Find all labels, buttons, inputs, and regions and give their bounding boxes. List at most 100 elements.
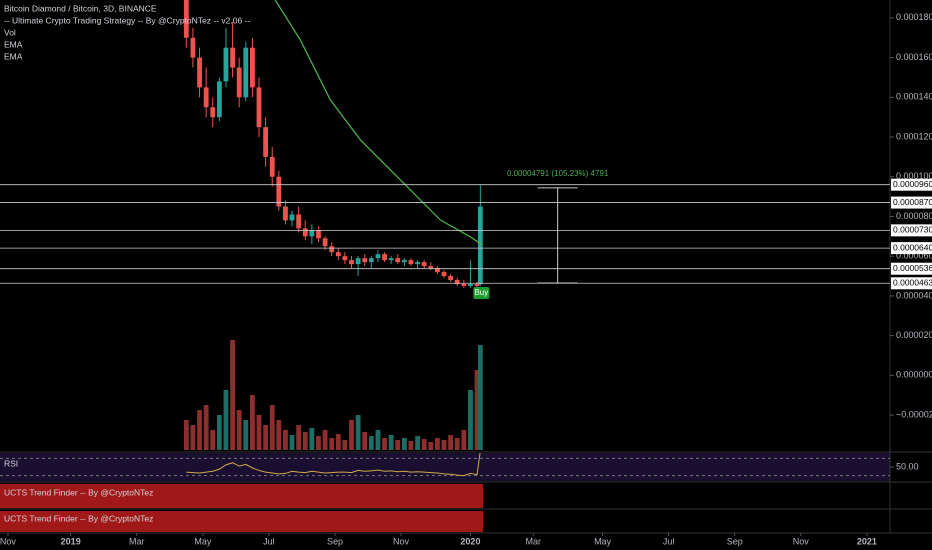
level-label-box (891, 178, 932, 191)
volume-bar (408, 441, 414, 450)
x-tick-label: May (594, 536, 612, 546)
panel-label: UCTS Trend Finder -- By @CryptoNTez (4, 487, 153, 497)
x-tick-label: Jul (663, 536, 675, 546)
candle-body (382, 254, 387, 261)
candle-body (276, 176, 282, 207)
volume-bar (249, 395, 255, 450)
level-label: 0.00004635 (893, 278, 932, 288)
candle-body (269, 156, 275, 177)
volume-bar (329, 438, 335, 450)
chart-subtitle: -- Ultimate Crypto Trading Strategy -- B… (4, 15, 250, 25)
volume-bar (223, 390, 229, 450)
volume-bar (183, 420, 189, 450)
volume-bar (441, 440, 447, 450)
panel-label: UCTS Trend Finder -- By @CryptoNTez (4, 513, 153, 523)
level-label: 0.00006406 (893, 242, 932, 252)
candle-body (263, 127, 269, 157)
candle-body (210, 107, 216, 118)
price-pane (183, 0, 483, 450)
rsi-label: RSI (4, 458, 18, 468)
candle-body (421, 262, 427, 267)
volume-bar (355, 415, 361, 450)
y-tick-label: 0.00000000 (896, 370, 932, 380)
indicator-label: EMA (4, 39, 23, 49)
level-label-box (891, 262, 932, 275)
legend: Bitcoin Diamond / Bitcoin, 3D, BINANCE -… (4, 3, 250, 523)
level-label: 0.00005369 (893, 263, 932, 273)
level-label-box (891, 277, 932, 290)
candle-body (362, 258, 368, 263)
volume-bar (468, 390, 473, 450)
volume-bar (448, 435, 454, 450)
x-tick-label: 2019 (61, 536, 81, 546)
rsi-line (186, 453, 481, 477)
rsi-tick-label: 50.00 (896, 461, 919, 471)
signal-label: Buy (474, 288, 488, 297)
y-tick-label: 0.00010000 (896, 171, 932, 181)
y-tick-label: 0.00008000 (896, 211, 932, 221)
ucts-band (0, 484, 483, 508)
chart-title: Bitcoin Diamond / Bitcoin, 3D, BINANCE (4, 3, 157, 13)
volume-bar (388, 435, 394, 450)
level-label-box (891, 224, 932, 237)
volume-bar (269, 405, 275, 450)
x-tick-label: 2021 (857, 536, 877, 546)
volume-bar (230, 340, 235, 450)
y-tick-label: 0.00018000 (896, 12, 932, 22)
volume-bar (335, 434, 341, 450)
candle-body (230, 47, 235, 68)
volume-bar (362, 432, 368, 450)
volume-bar (210, 430, 216, 450)
volume-bar (197, 410, 202, 450)
candle-body (461, 283, 467, 286)
candle-body (256, 87, 262, 128)
candle-body (289, 214, 295, 221)
y-tick-label: 0.00014000 (896, 92, 932, 102)
candle-body (349, 260, 354, 265)
volume-bar (382, 438, 387, 450)
volume-bar (401, 438, 407, 450)
candle-body (477, 206, 483, 284)
x-tick-label: Nov (0, 536, 16, 546)
candle-body (302, 228, 308, 237)
volume-bar (435, 438, 440, 450)
x-tick-label: Mar (525, 536, 541, 546)
rsi-background (0, 453, 890, 481)
candle-body (395, 258, 401, 263)
candle-body (335, 252, 341, 257)
candle-body (216, 81, 222, 118)
candle-body (183, 0, 189, 38)
y-tick-label: −0.00002000 (896, 409, 932, 419)
indicator-label: EMA (4, 51, 23, 61)
x-tick-label: Sep (727, 536, 743, 546)
candle-body (329, 246, 335, 253)
candle-body (190, 37, 196, 58)
candle-body (428, 266, 434, 269)
candle-body (435, 268, 440, 273)
candle-body (408, 260, 414, 265)
x-tick-label: Nov (393, 536, 410, 546)
indicator-label: Vol (4, 27, 16, 37)
volume-bar (203, 405, 209, 450)
volume-bar (216, 415, 222, 450)
y-tick-label: 0.00016000 (896, 52, 932, 62)
volume-bar (243, 420, 249, 450)
volume-bar (190, 425, 196, 450)
x-tick-label: Sep (327, 536, 343, 546)
candle-body (355, 258, 361, 265)
candle-body (296, 214, 302, 229)
candle-body (203, 87, 209, 108)
candle-body (388, 258, 394, 261)
measure-label: 0.00004791 (105.23%) 4791 (507, 169, 609, 178)
y-tick-label: 0.00002000 (896, 330, 932, 340)
candle-body (342, 256, 348, 261)
candle-body (415, 262, 420, 265)
volume-bar (322, 430, 328, 450)
candle-body (223, 47, 229, 82)
volume-bar (263, 425, 269, 450)
volume-bar (474, 370, 480, 450)
